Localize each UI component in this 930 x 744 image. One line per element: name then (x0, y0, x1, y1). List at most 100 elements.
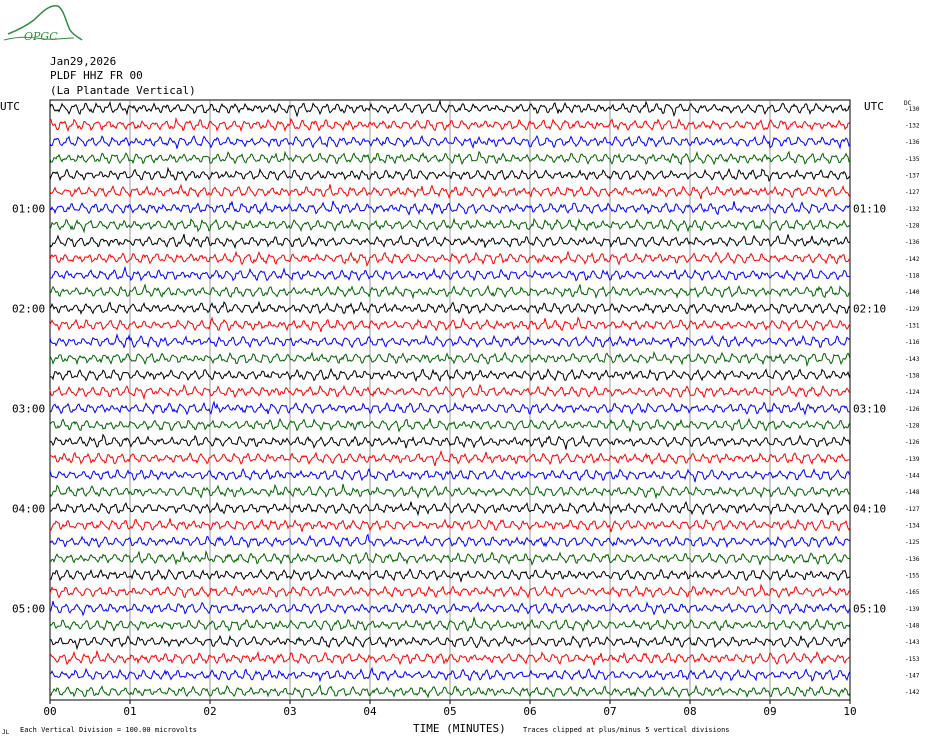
left-utc-header: UTC (0, 100, 20, 113)
seismic-trace (49, 583, 851, 599)
seismic-trace (49, 265, 851, 282)
trace-group (49, 99, 851, 699)
seismic-trace (49, 150, 851, 166)
dc-offset-label: -131 (905, 323, 920, 330)
dc-offset-label: -137 (905, 173, 920, 180)
x-tick-label: 00 (43, 705, 56, 718)
header-station-name: (La Plantade Vertical) (50, 84, 196, 97)
dc-offset-label: -147 (905, 673, 920, 680)
x-tick-label: 06 (523, 705, 536, 718)
x-tick-label: 01 (123, 705, 136, 718)
x-tick-label: 05 (443, 705, 456, 718)
seismic-trace (49, 518, 851, 533)
dc-offset-label: -128 (905, 223, 920, 230)
right-time-label: 03:10 (853, 402, 886, 415)
dc-offset-label: -136 (905, 239, 920, 246)
opgc-logo: OPGC (3, 4, 83, 43)
dc-offset-label: -128 (905, 423, 920, 430)
seismic-trace (49, 467, 851, 483)
dc-offset-label: -125 (905, 539, 920, 546)
x-tick-label: 04 (363, 705, 377, 718)
x-axis: 00 01 02 03 04 05 06 07 08 09 10 (43, 700, 857, 718)
x-axis-title: TIME (MINUTES) (413, 722, 506, 735)
logo-underline (3, 36, 75, 41)
x-tick-label: 09 (763, 705, 776, 718)
seismic-trace (49, 183, 851, 200)
right-time-labels: 01:10 02:10 03:10 04:10 05:10 (853, 202, 886, 615)
dc-offset-label: -135 (905, 156, 920, 163)
seismic-trace (49, 383, 851, 401)
seismic-trace (49, 600, 851, 617)
dc-offset-label: -142 (905, 689, 920, 696)
dc-offset-label: -126 (905, 439, 920, 446)
x-tick-label: 08 (683, 705, 696, 718)
seismic-trace (49, 483, 851, 500)
dc-offset-label: -127 (905, 189, 920, 196)
seismic-trace (49, 367, 851, 382)
dc-offset-label: -140 (905, 289, 920, 296)
seismic-trace (49, 200, 851, 216)
seismic-trace (49, 615, 851, 633)
dc-offset-label: -127 (905, 506, 920, 513)
dc-offset-label: -138 (905, 373, 920, 380)
dc-offset-label: -142 (905, 256, 920, 263)
grid (129, 100, 771, 700)
left-time-label: 04:00 (12, 502, 45, 515)
right-time-label: 05:10 (853, 602, 886, 615)
clip-note: Traces clipped at plus/minus 5 vertical … (523, 726, 730, 734)
dc-offset-labels: -130 -132 -136 -135 -137 -127 -132 -128 -136 -142… (905, 106, 920, 696)
x-tick-label: 07 (603, 705, 616, 718)
dc-offset-label: -116 (905, 339, 920, 346)
seismic-trace (49, 350, 851, 368)
seismic-trace (49, 134, 851, 150)
left-time-label: 02:00 (12, 302, 45, 315)
footer-mark: JL (2, 729, 10, 736)
dc-offset-label: -130 (905, 106, 920, 113)
seismic-trace (49, 433, 851, 450)
left-time-label: 05:00 (12, 602, 45, 615)
seismic-trace (49, 333, 851, 349)
dc-header: DC (904, 100, 912, 107)
dc-offset-label: -124 (905, 389, 920, 396)
seismic-trace (49, 116, 851, 133)
header-station: PLDF HHZ FR 00 (50, 69, 143, 82)
seismic-trace (49, 533, 851, 549)
seismic-trace (49, 283, 851, 300)
dc-offset-label: -153 (905, 656, 920, 663)
dc-offset-label: -136 (905, 556, 920, 563)
seismic-trace (49, 549, 851, 567)
seismic-trace (49, 316, 851, 333)
dc-offset-label: -129 (905, 306, 920, 313)
x-tick-label: 03 (283, 705, 296, 718)
dc-offset-label: -143 (905, 356, 920, 363)
right-utc-header: UTC (864, 100, 884, 113)
dc-offset-label: -139 (905, 606, 920, 613)
seismic-trace (49, 300, 851, 316)
dc-offset-label: -165 (905, 589, 920, 596)
dc-offset-label: -136 (905, 139, 920, 146)
seismic-trace (49, 250, 851, 268)
seismic-trace (49, 400, 850, 416)
seismic-trace (49, 666, 851, 683)
dc-offset-label: -134 (905, 523, 920, 530)
seismic-trace (49, 166, 851, 182)
dc-offset-label: -148 (905, 489, 920, 496)
header-date: Jan29,2026 (50, 55, 116, 68)
seismic-trace (49, 568, 851, 584)
seismic-trace (49, 449, 851, 467)
mountain-logo-icon (7, 4, 83, 41)
left-time-label: 03:00 (12, 402, 45, 415)
seismic-trace (49, 233, 851, 250)
seismic-trace (49, 501, 851, 517)
dc-offset-label: -139 (905, 456, 920, 463)
logo-text: OPGC (24, 30, 58, 43)
dc-offset-label: -118 (905, 273, 920, 280)
dc-offset-label: -144 (905, 473, 920, 480)
right-time-label: 01:10 (853, 202, 886, 215)
dc-offset-label: -155 (905, 573, 920, 580)
x-tick-label: 02 (203, 705, 216, 718)
x-tick-label: 10 (843, 705, 856, 718)
dc-offset-label: -126 (905, 406, 920, 413)
seismic-trace (49, 417, 851, 433)
left-time-labels: 01:00 02:00 03:00 04:00 05:00 (12, 202, 45, 615)
